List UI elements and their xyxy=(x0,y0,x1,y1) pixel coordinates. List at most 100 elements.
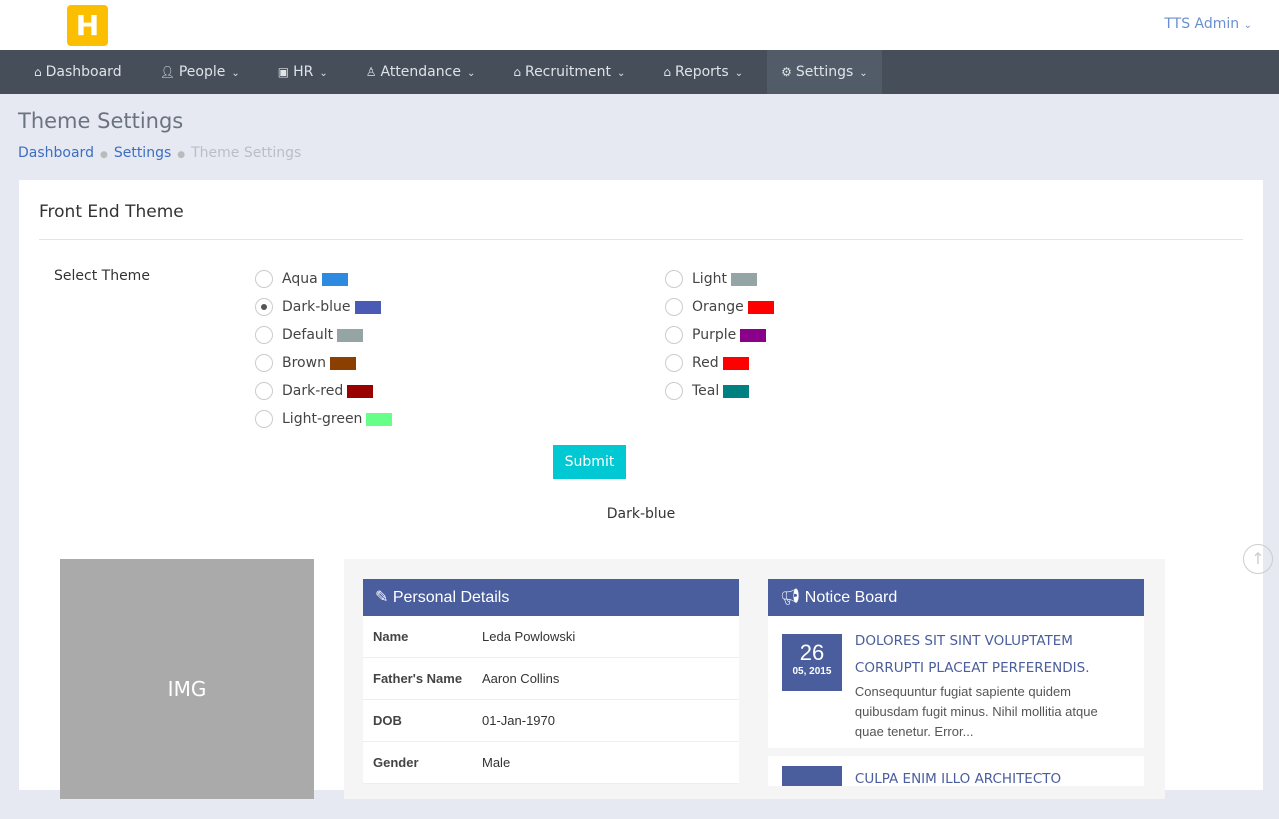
theme-card: Front End Theme Select Theme Aqua Dark-bl… xyxy=(19,180,1263,799)
submit-button[interactable]: Submit xyxy=(553,445,626,479)
color-swatch xyxy=(722,356,749,370)
chevron-down-icon: ⌄ xyxy=(319,68,328,79)
main-nav: ⌂ Dashboard 👤︎ People ⌄ ▣ HR ⌄ ♙ Attendance ⌄ ⌂ Recr… xyxy=(0,50,1279,94)
color-swatch xyxy=(366,412,393,426)
nav-dashboard[interactable]: ⌂ Dashboard xyxy=(20,50,136,94)
theme-option[interactable]: Red xyxy=(665,349,774,377)
theme-option[interactable]: Light xyxy=(665,265,774,293)
chevron-down-icon: ⌄ xyxy=(1243,20,1252,31)
theme-name: Purple xyxy=(692,327,737,343)
detail-key: Name xyxy=(373,629,409,644)
notice-item[interactable]: 26 05, 2015 DOLORES SIT SINT VOLUPTATEM C… xyxy=(768,616,1144,756)
theme-option[interactable]: Orange xyxy=(665,293,774,321)
radio-button[interactable] xyxy=(255,354,273,372)
radio-button[interactable] xyxy=(665,354,683,372)
theme-options-right: Light Orange Purple Red Teal xyxy=(665,265,774,405)
page-title: Theme Settings xyxy=(18,109,184,133)
detail-key: Gender xyxy=(373,755,419,770)
nav-label: Dashboard xyxy=(45,64,122,80)
notice-date: 26 05, 2015 xyxy=(782,634,842,691)
theme-name: Light xyxy=(692,271,727,287)
color-swatch xyxy=(740,328,767,342)
radio-button[interactable] xyxy=(255,270,273,288)
nav-attendance[interactable]: ♙ Attendance ⌄ xyxy=(352,50,490,94)
graduation-cap-icon: ⌂ xyxy=(663,65,672,79)
notice-title[interactable]: CULPA ENIM ILLO ARCHITECTO xyxy=(854,771,1062,786)
theme-option[interactable]: Default xyxy=(255,321,392,349)
gear-icon: ⚙ xyxy=(781,65,792,79)
pencil-icon: ✎ xyxy=(375,589,389,606)
theme-option[interactable]: Teal xyxy=(665,377,774,405)
theme-name: Aqua xyxy=(282,271,318,287)
notice-body: Consequuntur fugiat sapiente quidem quib… xyxy=(854,684,1098,739)
user-name: TTS Admin xyxy=(1164,16,1240,32)
panel-title: Notice Board xyxy=(804,589,898,606)
theme-option[interactable]: Light-green xyxy=(255,405,393,433)
scroll-to-top-button[interactable]: ↑ xyxy=(1243,544,1273,574)
theme-option[interactable]: Purple xyxy=(665,321,774,349)
panel-header: 📢︎ Notice Board xyxy=(768,579,1144,616)
personal-details-panel: ✎ Personal Details Name Leda Powlowski Fat… xyxy=(363,579,739,784)
notice-title[interactable]: DOLORES SIT SINT VOLUPTATEM CORRUPTI PLA… xyxy=(854,633,1090,676)
home-icon: ⌂ xyxy=(34,65,42,79)
theme-option[interactable]: Brown xyxy=(255,349,392,377)
separator-icon: ● xyxy=(99,150,108,160)
chevron-down-icon: ⌄ xyxy=(617,68,626,79)
theme-name: Light-green xyxy=(282,411,363,427)
nav-recruitment[interactable]: ⌂ Recruitment ⌄ xyxy=(499,50,639,94)
radio-button[interactable] xyxy=(255,382,273,400)
theme-option[interactable]: Dark-blue xyxy=(255,293,392,321)
color-swatch xyxy=(354,300,381,314)
breadcrumb: Dashboard ● Settings ● Theme Settings xyxy=(18,145,301,161)
color-swatch xyxy=(747,300,774,314)
detail-key: DOB xyxy=(373,713,402,728)
radio-button[interactable] xyxy=(255,326,273,344)
user-menu[interactable]: TTS Admin ⌄ xyxy=(1164,16,1252,32)
radio-button[interactable] xyxy=(255,298,273,316)
detail-row: Gender Male xyxy=(363,742,739,784)
nav-settings[interactable]: ⚙ Settings ⌄ xyxy=(767,50,882,94)
nav-reports[interactable]: ⌂ Reports ⌄ xyxy=(649,50,757,94)
theme-name: Brown xyxy=(282,355,326,371)
theme-option[interactable]: Aqua xyxy=(255,265,392,293)
nav-label: People xyxy=(178,64,226,80)
top-bar: H TTS Admin ⌄ xyxy=(0,0,1279,50)
user-icon: 👤︎ xyxy=(159,65,175,79)
theme-name: Dark-red xyxy=(282,383,344,399)
breadcrumb-settings[interactable]: Settings xyxy=(113,145,172,161)
separator-icon: ● xyxy=(177,150,186,160)
radio-button[interactable] xyxy=(665,382,683,400)
select-theme-label: Select Theme xyxy=(54,268,150,284)
breadcrumb-dashboard[interactable]: Dashboard xyxy=(18,145,94,161)
radio-button[interactable] xyxy=(665,270,683,288)
radio-button[interactable] xyxy=(255,410,273,428)
graduation-cap-icon: ⌂ xyxy=(513,65,521,79)
chevron-down-icon: ⌄ xyxy=(231,68,240,79)
radio-button[interactable] xyxy=(665,326,683,344)
detail-value: 01-Jan-1970 xyxy=(482,713,555,728)
logo[interactable]: H xyxy=(67,5,108,46)
color-swatch xyxy=(723,384,750,398)
nav-people[interactable]: 👤︎ People ⌄ xyxy=(146,50,254,94)
radio-button[interactable] xyxy=(665,298,683,316)
color-swatch xyxy=(321,272,348,286)
card-title: Front End Theme xyxy=(39,202,184,222)
color-swatch xyxy=(337,328,364,342)
color-swatch xyxy=(347,384,374,398)
nav-label: Recruitment xyxy=(524,64,611,80)
image-placeholder: IMG xyxy=(60,559,314,799)
detail-row: DOB 01-Jan-1970 xyxy=(363,700,739,742)
panel-header: ✎ Personal Details xyxy=(363,579,739,616)
chevron-down-icon: ⌄ xyxy=(734,68,744,79)
nav-label: Reports xyxy=(675,64,729,80)
nav-label: HR xyxy=(293,64,314,80)
user-icon: ♙ xyxy=(365,65,377,79)
theme-name: Red xyxy=(692,355,719,371)
theme-preview: ✎ Personal Details Name Leda Powlowski Fat… xyxy=(344,559,1165,799)
theme-option[interactable]: Dark-red xyxy=(255,377,392,405)
breadcrumb-current: Theme Settings xyxy=(191,145,302,161)
theme-name: Orange xyxy=(692,299,744,315)
megaphone-icon: 📢︎ xyxy=(780,589,801,606)
theme-name: Teal xyxy=(692,383,720,399)
nav-hr[interactable]: ▣ HR ⌄ xyxy=(264,50,342,94)
